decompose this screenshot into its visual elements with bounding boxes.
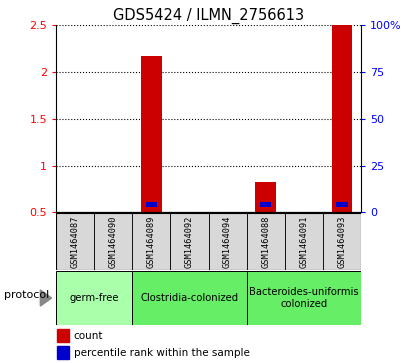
Bar [171, 213, 209, 270]
Bar [56, 213, 94, 270]
Bar [57, 329, 69, 342]
Bar [56, 271, 132, 325]
Text: GSM1464088: GSM1464088 [261, 216, 270, 268]
Text: GSM1464089: GSM1464089 [147, 216, 156, 268]
Bar [247, 213, 285, 270]
Bar [323, 213, 361, 270]
Text: GSM1464093: GSM1464093 [337, 216, 347, 268]
Text: GSM1464092: GSM1464092 [185, 216, 194, 268]
Text: Clostridia-colonized: Clostridia-colonized [140, 293, 239, 303]
Bar [247, 271, 361, 325]
Text: percentile rank within the sample: percentile rank within the sample [74, 348, 250, 358]
Bar [209, 213, 247, 270]
Text: GSM1464087: GSM1464087 [71, 216, 80, 268]
Text: GSM1464091: GSM1464091 [299, 216, 308, 268]
Bar [336, 202, 348, 207]
Bar [285, 213, 323, 270]
Bar [132, 213, 171, 270]
Bar [141, 56, 162, 212]
Text: GSM1464094: GSM1464094 [223, 216, 232, 268]
Text: protocol: protocol [5, 290, 50, 300]
Title: GDS5424 / ILMN_2756613: GDS5424 / ILMN_2756613 [113, 8, 304, 24]
Text: germ-free: germ-free [69, 293, 119, 303]
Bar [146, 202, 157, 207]
Bar [332, 25, 352, 212]
Text: Bacteroides-uniformis
colonized: Bacteroides-uniformis colonized [249, 287, 359, 309]
Bar [57, 346, 69, 359]
Bar [260, 202, 271, 207]
Bar [94, 213, 132, 270]
Bar [255, 182, 276, 212]
Text: count: count [74, 331, 103, 340]
Bar [132, 271, 247, 325]
Text: GSM1464090: GSM1464090 [109, 216, 118, 268]
Polygon shape [40, 290, 51, 306]
